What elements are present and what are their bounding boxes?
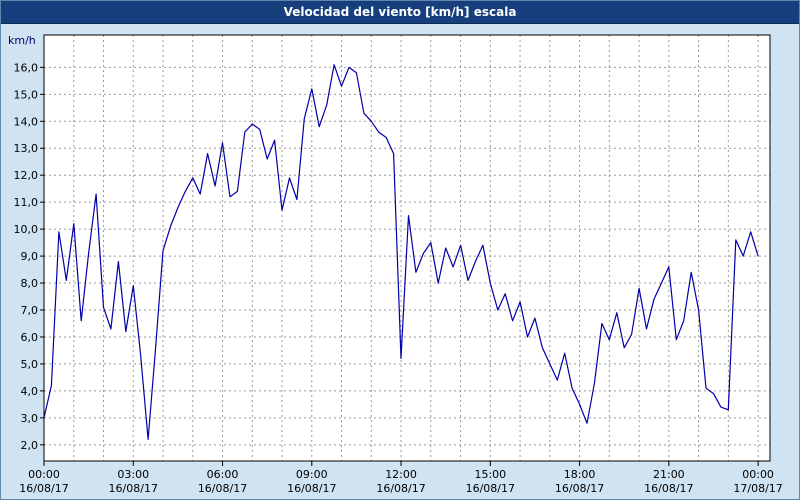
x-axis-labels: 00:0016/08/1703:0016/08/1706:0016/08/170… [19,461,783,495]
x-tick-date-label: 16/08/17 [555,482,604,495]
x-tick-time-label: 00:00 [742,468,774,481]
x-tick-date-label: 16/08/17 [19,482,68,495]
x-tick-time-label: 12:00 [385,468,417,481]
y-tick-label: 16,0 [14,61,39,74]
x-tick-time-label: 15:00 [474,468,506,481]
y-tick-label: 6,0 [21,331,39,344]
x-tick-date-label: 16/08/17 [466,482,515,495]
y-tick-label: 11,0 [14,196,39,209]
x-tick-date-label: 17/08/17 [733,482,782,495]
y-axis-labels: 2,0 3,0 4,0 5,0 6,0 7,0 8,0 9,0 10,0 11,0 12,0 13,0… [14,61,44,452]
y-tick-label: 14,0 [14,115,39,128]
x-tick-date-label: 16/08/17 [376,482,425,495]
x-tick-date-label: 16/08/17 [109,482,158,495]
x-tick-time-label: 00:00 [28,468,60,481]
y-axis-unit-label: km/h [8,34,36,47]
y-tick-label: 5,0 [21,358,39,371]
x-gridlines [73,35,759,461]
chart-container: 2,0 3,0 4,0 5,0 6,0 7,0 8,0 9,0 10,0 11,0 12,0 13,0… [1,24,799,499]
y-tick-label: 13,0 [14,142,39,155]
y-tick-label: 4,0 [21,385,39,398]
y-tick-label: 3,0 [21,412,39,425]
x-tick-time-label: 18:00 [564,468,596,481]
wind-speed-line [43,64,759,440]
x-tick-date-label: 16/08/17 [287,482,336,495]
y-tick-label: 9,0 [21,250,39,263]
y-tick-label: 12,0 [14,169,39,182]
y-tick-label: 8,0 [21,277,39,290]
plot-frame [43,34,771,462]
window-title: Velocidad del viento [km/h] escala [283,5,517,19]
x-tick-time-label: 06:00 [207,468,239,481]
x-tick-date-label: 16/08/17 [198,482,247,495]
title-bar: Velocidad del viento [km/h] escala [1,1,799,24]
y-tick-label: 10,0 [14,223,39,236]
y-tick-label: 7,0 [21,304,39,317]
y-tick-label: 2,0 [21,439,39,452]
y-gridlines [44,66,770,446]
y-tick-label: 15,0 [14,88,39,101]
x-tick-time-label: 03:00 [117,468,149,481]
x-tick-date-label: 16/08/17 [644,482,693,495]
x-tick-time-label: 21:00 [653,468,685,481]
x-tick-time-label: 09:00 [296,468,328,481]
wind-speed-chart: 2,0 3,0 4,0 5,0 6,0 7,0 8,0 9,0 10,0 11,0 12,0 13,0… [8,34,783,495]
